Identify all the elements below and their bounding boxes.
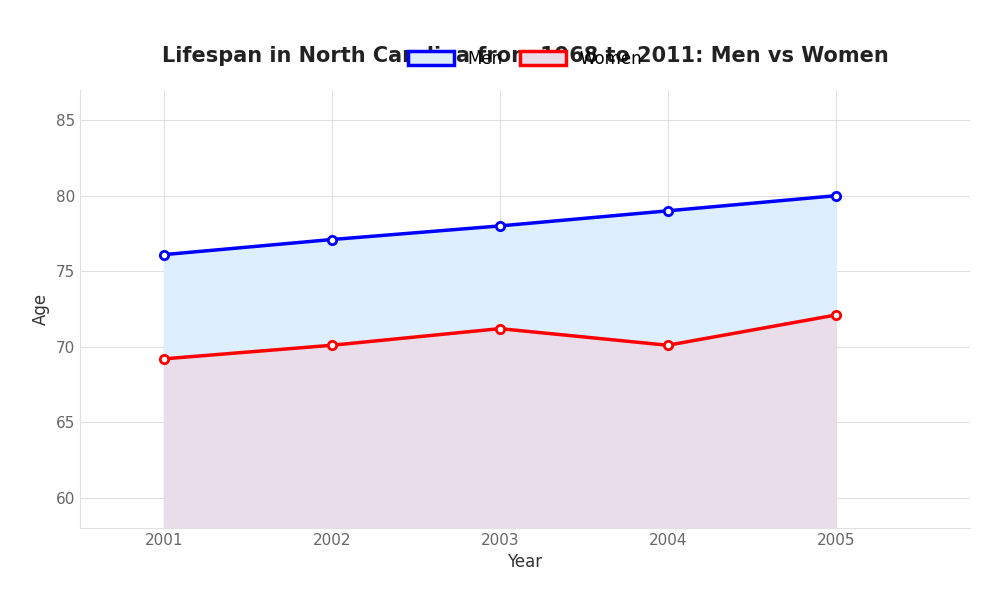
Title: Lifespan in North Carolina from 1968 to 2011: Men vs Women: Lifespan in North Carolina from 1968 to … bbox=[162, 46, 888, 66]
X-axis label: Year: Year bbox=[507, 553, 543, 571]
Y-axis label: Age: Age bbox=[32, 293, 50, 325]
Legend: Men, Women: Men, Women bbox=[399, 41, 651, 76]
